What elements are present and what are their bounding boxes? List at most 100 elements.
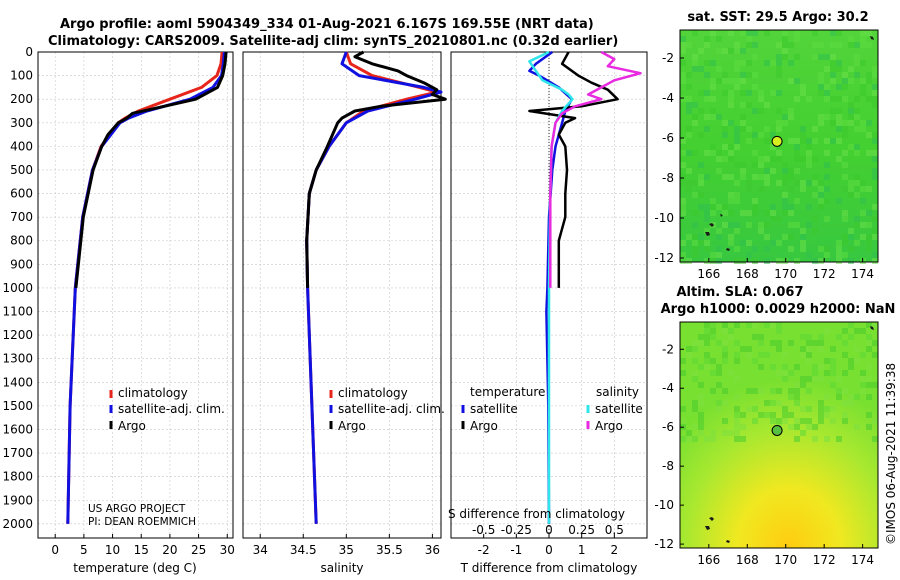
legend-label-satellite: satellite-adj. clim. [338,402,445,416]
map-lon-tick: 170 [774,553,797,567]
x-tick-label: 36 [425,543,440,557]
map-lat-tick: -2 [662,51,674,65]
series-line-argo [305,50,447,288]
x-tick-label: 30 [220,543,235,557]
map-lon-tick: 174 [851,267,874,281]
pressure-tick-label: 2000 [2,517,33,531]
x-tick-label: 20 [162,543,177,557]
series-line-t-satellite [528,50,574,524]
x-tick-label: 25 [191,543,206,557]
map-lat-tick: -8 [662,459,674,473]
x-tick-label: 35 [339,543,354,557]
map-lat-tick: -12 [654,537,674,551]
pressure-tick-label: 1900 [2,493,33,507]
map-lon-tick: 168 [736,267,759,281]
x-tick-label: 0 [51,543,59,557]
salinity-panel: 34 34.5 35 35.5 36 salinity climatology sate… [242,50,447,575]
legend-t-argo: Argo [470,419,498,433]
sst-map-frame [679,29,879,263]
pressure-axis: 0 100 200 300 400 500 600 700 800 900 1000 1100 1200… [2,45,33,531]
map-lat-tick: -6 [662,420,674,434]
sla-map-frame [679,321,879,549]
difference-panel: -2 -1 0 1 2 -0.5 -0.25 0 0.25 0.5 S difference f… [448,50,648,575]
map-lat-tick: -6 [662,131,674,145]
legend-salinity-title: salinity [596,385,639,399]
legend-label-climatology: climatology [338,386,408,400]
sla-title-line-1: Altim. SLA: 0.067 [677,285,804,300]
legend-label-satellite: satellite-adj. clim. [118,402,225,416]
t-diff-xlabel: T difference from climatology [460,561,638,575]
project-label: US ARGO PROJECT [88,503,186,515]
legend-t-satellite: satellite [470,402,518,416]
x-tick-label: -2 [478,543,490,557]
pressure-tick-label: 300 [10,116,33,130]
x-tick-label: 1 [578,543,586,557]
map-lon-tick: 166 [697,267,720,281]
map-lat-tick: -10 [654,498,674,512]
pressure-tick-label: 600 [10,187,33,201]
pressure-tick-label: 1600 [2,422,33,436]
map-lat-tick: -12 [654,251,674,265]
map-lat-tick: -4 [662,91,674,105]
float-position-marker-sst [771,135,783,147]
pressure-tick-label: 200 [10,92,33,106]
map-lon-tick: 172 [813,267,836,281]
pressure-tick-label: 0 [25,45,33,59]
pressure-tick-label: 1700 [2,446,33,460]
temperature-panel: 0 5 10 15 20 25 30 temperature (deg C) climato… [37,51,235,575]
series-line-s-argo [549,50,642,288]
sst-map-title: sat. SST: 29.5 Argo: 30.2 [687,10,868,25]
pressure-tick-label: 700 [10,210,33,224]
map-lon-tick: 168 [736,553,759,567]
pressure-tick-label: 1000 [2,281,33,295]
legend-s-satellite: satellite [595,402,643,416]
s-diff-tick-label: 0 [545,523,553,537]
s-diff-tick-label: 0.25 [568,523,595,537]
series-line-argo [74,51,228,289]
s-diff-tick-label: -0.25 [501,523,532,537]
sla-map: Altim. SLA: 0.067 Argo h1000: 0.0029 h20… [654,285,895,567]
pressure-tick-label: 1200 [2,328,33,342]
pressure-tick-label: 900 [10,257,33,271]
pressure-tick-label: 500 [10,163,33,177]
watermark: ©IMOS 06-Aug-2021 11:39:38 [884,363,898,545]
map-lat-tick: -10 [654,211,674,225]
pressure-tick-label: 1400 [2,375,33,389]
temperature-legend: climatology satellite-adj. clim. Argo [109,386,225,433]
legend-label-climatology: climatology [118,386,188,400]
map-lat-tick: -2 [662,342,674,356]
legend-label-argo: Argo [338,419,366,433]
x-tick-label: 10 [105,543,120,557]
pressure-tick-label: 100 [10,69,33,83]
pressure-tick-label: 1500 [2,399,33,413]
pressure-tick-label: 800 [10,234,33,248]
pressure-tick-label: 1100 [2,305,33,319]
s-diff-label: S difference from climatology [448,507,625,521]
map-lon-tick: 174 [851,553,874,567]
float-position-marker-sla [771,424,783,436]
s-diff-tick-label: -0.5 [472,523,495,537]
x-tick-label: 5 [80,543,88,557]
temperature-axes-frame [37,51,234,539]
map-lat-tick: -8 [662,171,674,185]
x-tick-label: 0 [545,543,553,557]
pi-label: PI: DEAN ROEMMICH [88,516,196,528]
x-tick-label: 15 [134,543,149,557]
sst-map: sat. SST: 29.5 Argo: 30.2 166 168 170 172 17… [654,10,879,281]
salinity-xlabel: salinity [320,561,363,575]
legend-label-argo: Argo [118,419,146,433]
x-tick-label: -1 [510,543,522,557]
title-line-2: Climatology: CARS2009. Satellite-adj cli… [48,34,618,49]
salinity-axes-frame [242,51,442,539]
x-tick-label: 34 [253,543,268,557]
legend-temperature-title: temperature [470,385,545,399]
map-lon-tick: 166 [697,553,720,567]
salinity-legend: climatology satellite-adj. clim. Argo [329,386,445,433]
map-lat-tick: -4 [662,381,674,395]
map-lon-tick: 172 [813,553,836,567]
difference-legend: temperature satellite Argo salinity sate… [461,385,643,433]
x-tick-label: 34.5 [290,543,317,557]
title-line-1: Argo profile: aoml 5904349_334 01-Aug-20… [60,17,594,32]
legend-s-argo: Argo [595,419,623,433]
